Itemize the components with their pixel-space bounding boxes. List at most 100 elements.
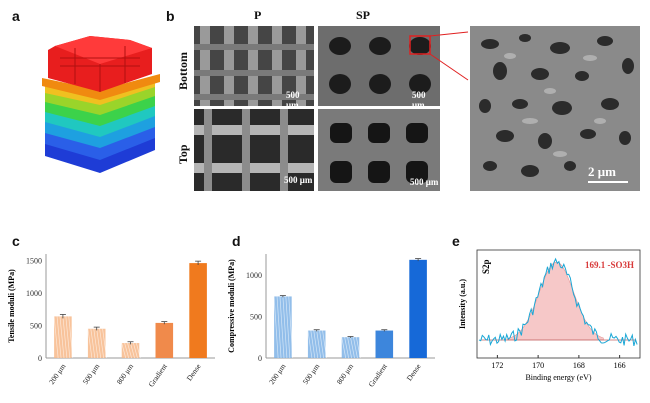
compressive-bar-hatch [285, 296, 291, 359]
tensile-moduli-chart: 0 500 1000 1500 Tensile moduli (MPa) 200 μm 50… [7, 254, 215, 389]
panel-label-c: c [12, 233, 20, 249]
sem-p-bottom: 500 μm [194, 26, 314, 106]
compressive-bar [375, 330, 394, 358]
scale-label-sp-bottom: 500 μm [412, 90, 426, 106]
tensile-category-label: Dense [185, 361, 204, 382]
sem-p-top: 500 μm [194, 109, 314, 191]
compressive-bar-hatch [307, 330, 313, 359]
compressive-bar-hatch [347, 337, 352, 359]
compressive-bar-hatch [282, 296, 288, 359]
panel-label-d: d [232, 233, 241, 249]
scale-label-p-bottom: 500 μm [286, 90, 300, 106]
tensile-bar-hatch [93, 328, 99, 359]
xps-frame [476, 249, 641, 359]
compressive-ytick-label: 500 [250, 312, 262, 321]
tensile-ytick-label: 500 [30, 322, 42, 331]
tensile-bar [155, 322, 174, 358]
tensile-ytick-label: 1500 [26, 257, 42, 266]
tensile-ylabel: Tensile moduli (MPa) [7, 269, 16, 343]
tensile-ytick-label: 0 [38, 354, 42, 363]
tensile-category-label: 500 μm [81, 362, 102, 386]
compressive-ylabel: Compressive moduli (MPa) [227, 259, 236, 353]
xps-xtick-label: 172 [491, 361, 503, 370]
compressive-category-label: 500 μm [301, 362, 322, 386]
scale-label-zoom: 2 μm [588, 164, 616, 179]
compressive-bar-hatch [350, 337, 355, 359]
compressive-bar-hatch [322, 330, 327, 359]
compressive-bar-hatch [316, 330, 322, 359]
tensile-bar-hatch [68, 316, 74, 359]
panel-label-e: e [452, 233, 460, 249]
column-header-sp: SP [356, 8, 371, 22]
tensile-bar-hatch [87, 328, 93, 359]
xps-data-line [478, 257, 638, 347]
compressive-bar-hatch [319, 330, 324, 359]
compressive-bar [409, 259, 427, 358]
row-header-top: Top [176, 144, 190, 164]
tensile-bar-hatch [124, 342, 129, 359]
compressive-bar-hatch [313, 330, 319, 359]
compressive-bar-hatch [310, 330, 316, 359]
compressive-bar-hatch [353, 337, 358, 359]
tensile-category-label: 200 μm [47, 362, 68, 386]
sem-sp-bottom: 500 μm [318, 26, 440, 106]
compressive-category-label: 800 μm [335, 362, 356, 386]
xps-title: S2p [481, 259, 491, 274]
scale-label-sp-top: 500 μm [410, 177, 439, 187]
zoom-callout-lines [429, 31, 469, 81]
compressive-bar-hatch [276, 296, 282, 359]
compressive-bar-hatch [273, 296, 279, 359]
scaffold-layers [42, 36, 160, 173]
compressive-bar-hatch [341, 337, 347, 359]
compressive-ytick-label: 0 [258, 354, 262, 363]
tensile-bar [189, 263, 207, 358]
tensile-bar [121, 343, 140, 358]
xps-ylabel: Intensity (a.u.) [458, 279, 467, 329]
tensile-bar [87, 328, 106, 358]
tensile-bar-hatch [65, 316, 71, 359]
scale-bar-zoom [588, 181, 628, 183]
sem-zoom-porous: 2 μm [470, 26, 640, 191]
tensile-bar-hatch [62, 316, 68, 359]
xps-s2p-spectrum: 172 170 168 166 Binding energy (eV) Intensity… [458, 249, 641, 382]
compressive-bar-hatch [279, 296, 285, 359]
compressive-bar-hatch [288, 296, 294, 359]
tensile-bar-hatch [133, 342, 138, 359]
tensile-ytick-label: 1000 [26, 289, 42, 298]
xps-xlabel: Binding energy (eV) [525, 373, 591, 382]
scaffold-3d-model [42, 36, 160, 173]
compressive-category-label: Dense [405, 361, 424, 382]
tensile-category-label: Gradient [147, 361, 170, 388]
compressive-bar-hatch [356, 337, 361, 359]
xps-xtick-label: 168 [573, 361, 585, 370]
porous-texture [479, 34, 634, 177]
xps-annotation: 169.1 -SO3H [585, 260, 634, 270]
tensile-bar-hatch [99, 328, 104, 359]
tensile-bar-hatch [127, 342, 132, 359]
scale-label-p-top: 500 μm [284, 175, 313, 185]
tensile-category-label: 800 μm [115, 362, 136, 386]
panel-label-a: a [12, 8, 20, 24]
panel-label-b: b [166, 8, 175, 24]
column-header-p: P [254, 8, 262, 22]
tensile-bar-hatch [96, 328, 102, 359]
compressive-category-label: 200 μm [267, 362, 288, 386]
tensile-bar [54, 316, 72, 358]
row-header-bottom: Bottom [176, 52, 190, 90]
tensile-bar-hatch [130, 342, 135, 359]
tensile-bar-hatch [59, 316, 65, 359]
tensile-bar-hatch [90, 328, 96, 359]
compressive-moduli-chart: 0 500 1000 Compressive moduli (MPa) 200 μm 50… [227, 254, 435, 389]
tensile-bar-hatch [53, 316, 59, 359]
compressive-category-label: Gradient [367, 361, 390, 388]
xps-xtick-label: 170 [532, 361, 544, 370]
tensile-bar-hatch [56, 316, 62, 359]
tensile-bar-hatch [136, 342, 141, 359]
xps-xtick-label: 166 [614, 361, 626, 370]
compressive-bar [307, 330, 326, 358]
compressive-bar [341, 337, 360, 358]
compressive-ytick-label: 1000 [246, 271, 262, 280]
compressive-bar-hatch [344, 337, 349, 359]
tensile-bar-hatch [102, 328, 107, 359]
compressive-bar [274, 296, 292, 358]
